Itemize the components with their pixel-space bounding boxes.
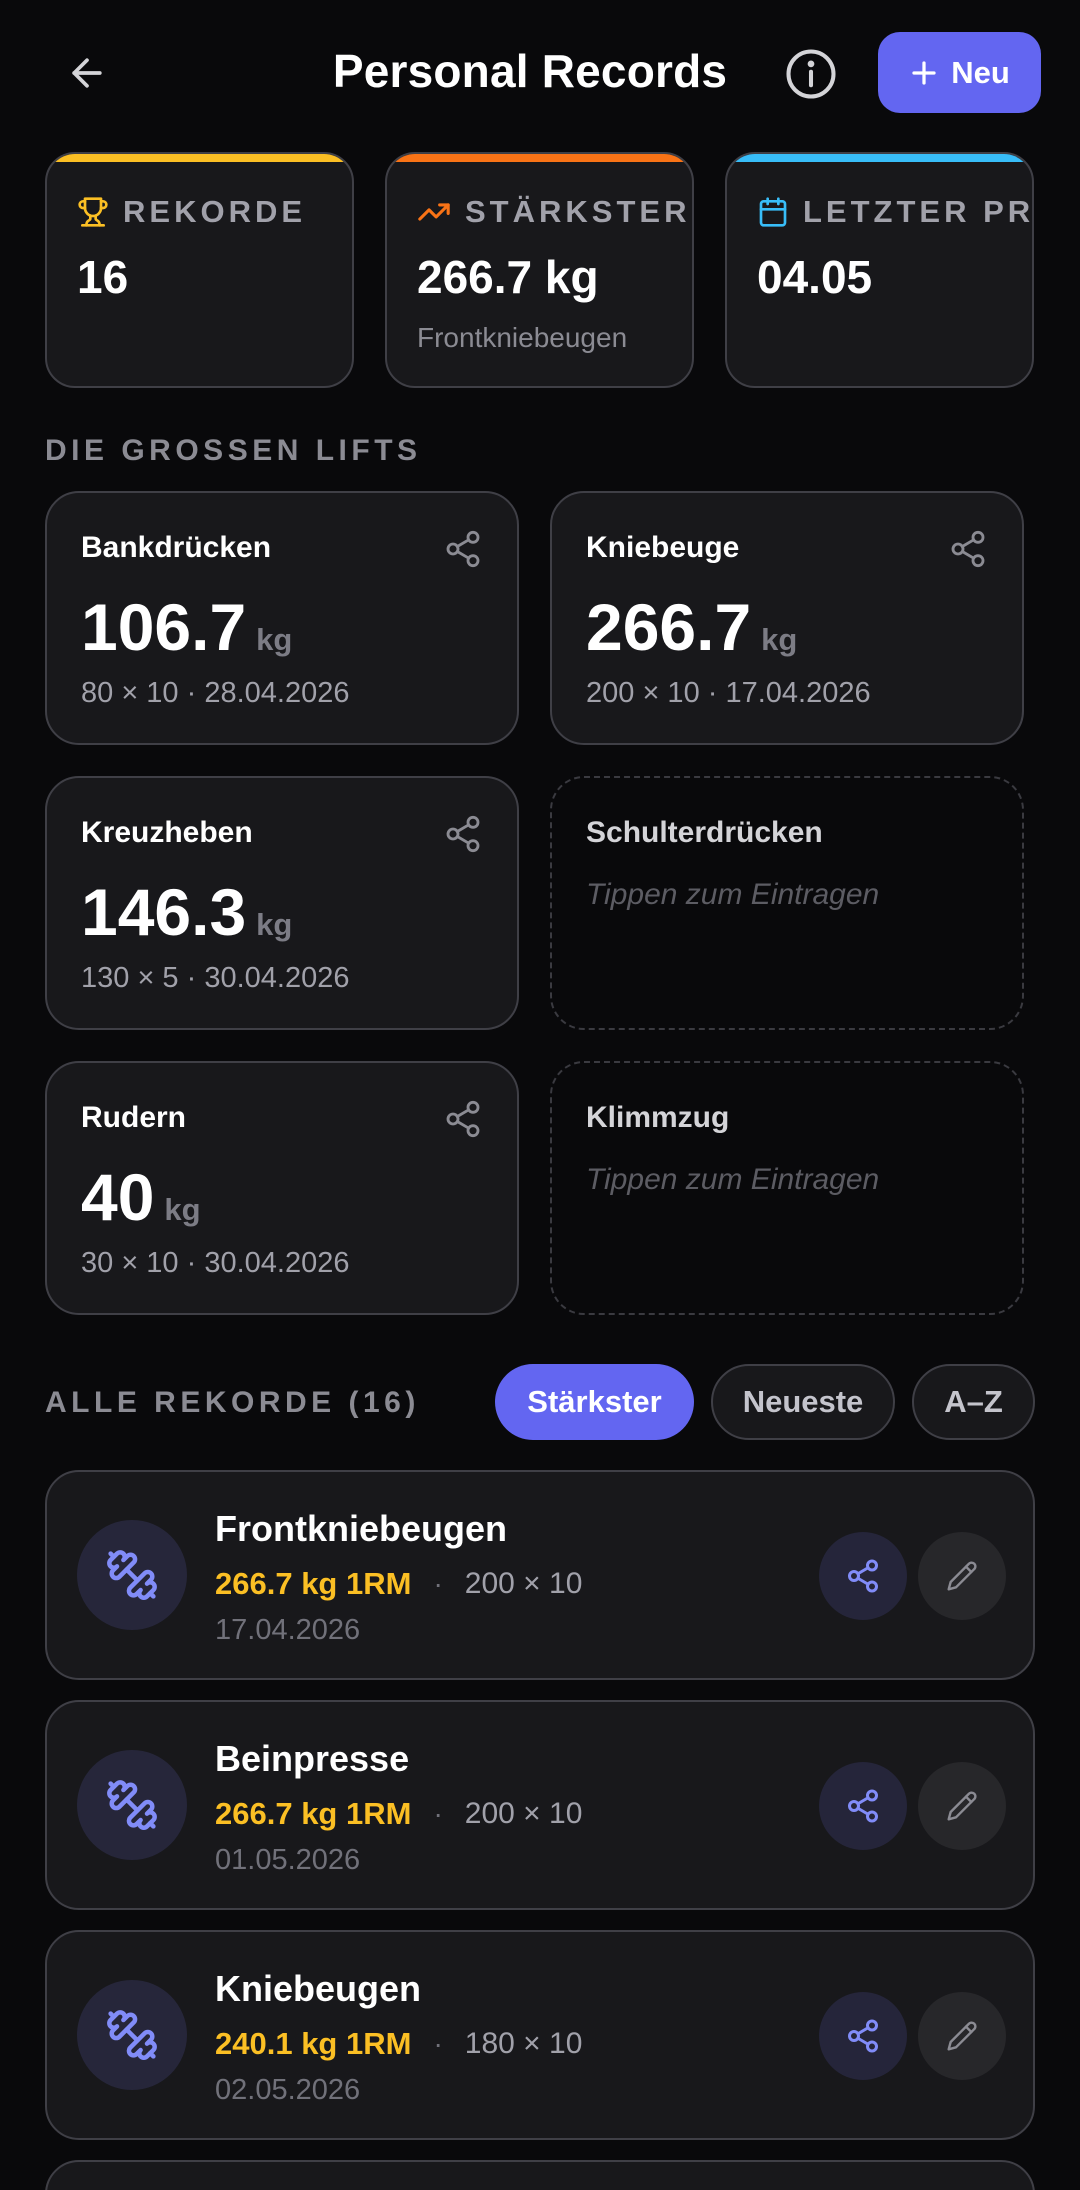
stat-label: STÄRKSTER <box>465 194 691 229</box>
record-date: 02.05.2026 <box>215 2074 361 2106</box>
trending-up-icon <box>418 203 450 221</box>
share-icon <box>848 1559 878 1593</box>
record-row[interactable]: Kniebeugen 240.1 kg 1RM · 180 × 10 02.05… <box>45 1930 1035 2140</box>
lift-value: 266.7 <box>586 590 752 664</box>
record-1rm: 266.7 kg 1RM <box>215 1796 412 1831</box>
stat-accent-bar <box>727 154 1032 162</box>
pencil-icon <box>947 2021 977 2051</box>
stat-value: 04.05 <box>757 251 873 303</box>
empty-hint: Tippen zum Eintragen <box>586 1163 880 1196</box>
separator-dot: · <box>433 1568 443 1599</box>
page-title: Personal Records <box>332 45 728 97</box>
record-row[interactable]: Frontkniebeugen 266.7 kg 1RM · 200 × 10 … <box>45 1470 1035 1680</box>
stat-label: LETZTER PR <box>803 194 1034 229</box>
new-button-label: Neu <box>951 54 1010 90</box>
exercise-avatar <box>77 1980 187 2090</box>
record-name: Kniebeugen <box>215 1968 422 2009</box>
record-name: Beinpresse <box>215 1738 410 1779</box>
new-record-button[interactable]: Neu <box>878 32 1041 113</box>
share-icon <box>848 1789 878 1823</box>
lift-name: Schulterdrücken <box>586 816 823 849</box>
lift-card-squat[interactable]: Kniebeuge 266.7 kg 200 × 10 · 17.04.2026 <box>550 491 1024 745</box>
lift-card-shoulder-press[interactable]: Schulterdrücken Tippen zum Eintragen <box>550 776 1024 1030</box>
edit-button[interactable] <box>918 1992 1006 2080</box>
lift-name: Klimmzug <box>586 1101 730 1134</box>
stat-accent-bar <box>387 154 692 162</box>
share-icon[interactable] <box>443 1099 483 1139</box>
share-button[interactable] <box>819 1992 907 2080</box>
section-heading-big-lifts: DIE GROSSEN LIFTS <box>45 434 422 467</box>
empty-hint: Tippen zum Eintragen <box>586 878 880 911</box>
lift-card-pull-up[interactable]: Klimmzug Tippen zum Eintragen <box>550 1061 1024 1315</box>
stat-accent-bar <box>47 154 352 162</box>
lift-meta: 80 × 10 · 28.04.2026 <box>81 677 350 709</box>
lift-card-bench-press[interactable]: Bankdrücken 106.7 kg 80 × 10 · 28.04.202… <box>45 491 519 745</box>
sort-az-pill[interactable]: A–Z <box>912 1364 1035 1440</box>
stat-card-last-pr: LETZTER PR 04.05 <box>725 152 1034 388</box>
record-date: 17.04.2026 <box>215 1614 361 1646</box>
exercise-avatar <box>77 1520 187 1630</box>
share-button[interactable] <box>819 1532 907 1620</box>
top-app-bar: Personal Records Neu <box>0 0 1080 145</box>
lift-unit: kg <box>761 622 798 657</box>
stat-value: 266.7 kg <box>417 251 599 303</box>
edit-button[interactable] <box>918 1762 1006 1850</box>
back-button[interactable] <box>52 38 122 108</box>
lift-unit: kg <box>256 907 293 942</box>
lift-meta: 30 × 10 · 30.04.2026 <box>81 1247 350 1279</box>
share-button[interactable] <box>819 1762 907 1850</box>
separator-dot: · <box>433 2028 443 2059</box>
share-icon[interactable] <box>443 814 483 854</box>
sort-newest-pill[interactable]: Neueste <box>711 1364 895 1440</box>
lift-value: 40 <box>81 1160 155 1234</box>
dumbbell-icon <box>107 1780 157 1830</box>
record-1rm: 240.1 kg 1RM <box>215 2026 412 2061</box>
lift-card-row[interactable]: Rudern 40 kg 30 × 10 · 30.04.2026 <box>45 1061 519 1315</box>
lift-name: Kniebeuge <box>586 531 740 564</box>
lift-meta: 130 × 5 · 30.04.2026 <box>81 962 350 994</box>
arrow-left-icon <box>72 58 102 88</box>
record-row[interactable]: Beinpresse 266.7 kg 1RM · 200 × 10 01.05… <box>45 1700 1035 1910</box>
share-icon[interactable] <box>948 529 988 569</box>
separator-dot: · <box>433 1798 443 1829</box>
info-icon <box>786 49 836 99</box>
lift-unit: kg <box>164 1192 201 1227</box>
record-row-partial[interactable] <box>45 2160 1035 2190</box>
record-sets: 180 × 10 <box>464 2027 583 2060</box>
lift-unit: kg <box>256 622 293 657</box>
stat-label: REKORDE <box>123 194 307 229</box>
dumbbell-icon <box>107 2010 157 2060</box>
calendar-icon <box>759 197 787 227</box>
record-name: Frontkniebeugen <box>215 1508 508 1549</box>
stat-card-strongest: STÄRKSTER 266.7 kg Frontkniebeugen <box>385 152 694 388</box>
stat-card-records: REKORDE 16 <box>45 152 354 388</box>
record-sets: 200 × 10 <box>464 1797 583 1830</box>
plus-icon <box>912 60 936 85</box>
stat-value: 16 <box>77 251 129 303</box>
lift-name: Rudern <box>81 1101 186 1134</box>
record-1rm: 266.7 kg 1RM <box>215 1566 412 1601</box>
sort-strongest-pill[interactable]: Stärkster <box>495 1364 694 1440</box>
share-icon <box>848 2019 878 2053</box>
record-date: 01.05.2026 <box>215 1844 361 1876</box>
info-button[interactable] <box>781 44 841 104</box>
record-sets: 200 × 10 <box>464 1567 583 1600</box>
share-icon[interactable] <box>443 529 483 569</box>
section-heading-all-records: ALLE REKORDE (16) <box>45 1386 420 1419</box>
lift-value: 146.3 <box>81 875 247 949</box>
edit-button[interactable] <box>918 1532 1006 1620</box>
pencil-icon <box>947 1791 977 1821</box>
pencil-icon <box>947 1561 977 1591</box>
stat-subtitle: Frontkniebeugen <box>417 322 628 353</box>
dumbbell-icon <box>107 1550 157 1600</box>
lift-value: 106.7 <box>81 590 247 664</box>
exercise-avatar <box>77 1750 187 1860</box>
lift-card-deadlift[interactable]: Kreuzheben 146.3 kg 130 × 5 · 30.04.2026 <box>45 776 519 1030</box>
lift-name: Bankdrücken <box>81 531 272 564</box>
lift-meta: 200 × 10 · 17.04.2026 <box>586 677 871 709</box>
lift-name: Kreuzheben <box>81 816 253 849</box>
trophy-icon <box>78 197 108 227</box>
